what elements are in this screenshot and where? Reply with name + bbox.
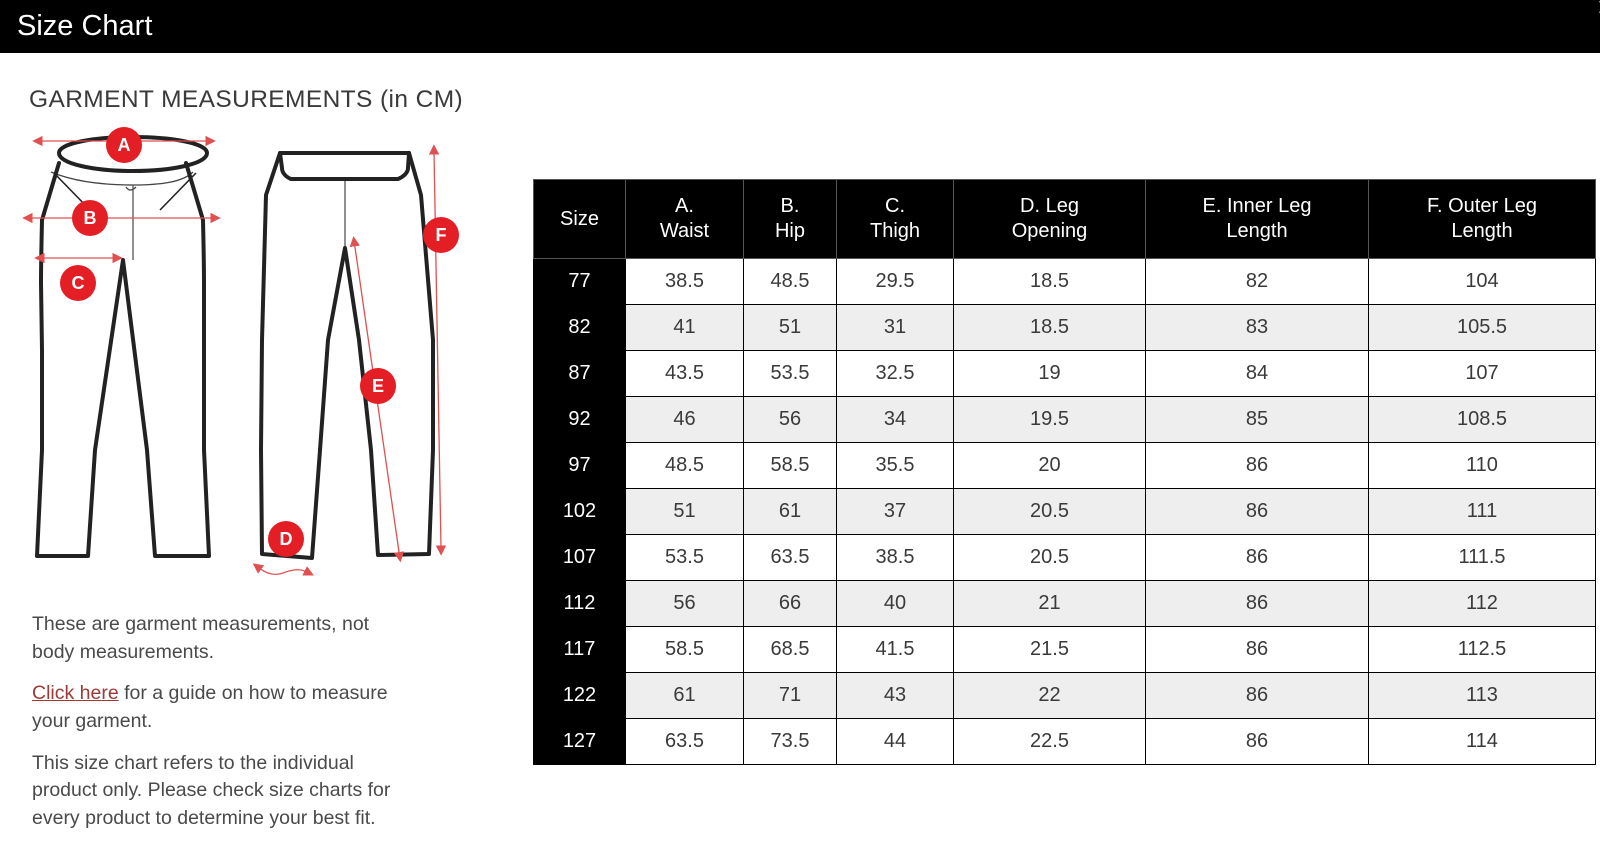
svg-text:C: C [72, 273, 85, 293]
svg-text:F: F [436, 225, 447, 245]
svg-text:A: A [118, 135, 131, 155]
svg-text:B: B [84, 208, 97, 228]
svg-text:E: E [372, 376, 384, 396]
svg-text:D: D [280, 529, 293, 549]
